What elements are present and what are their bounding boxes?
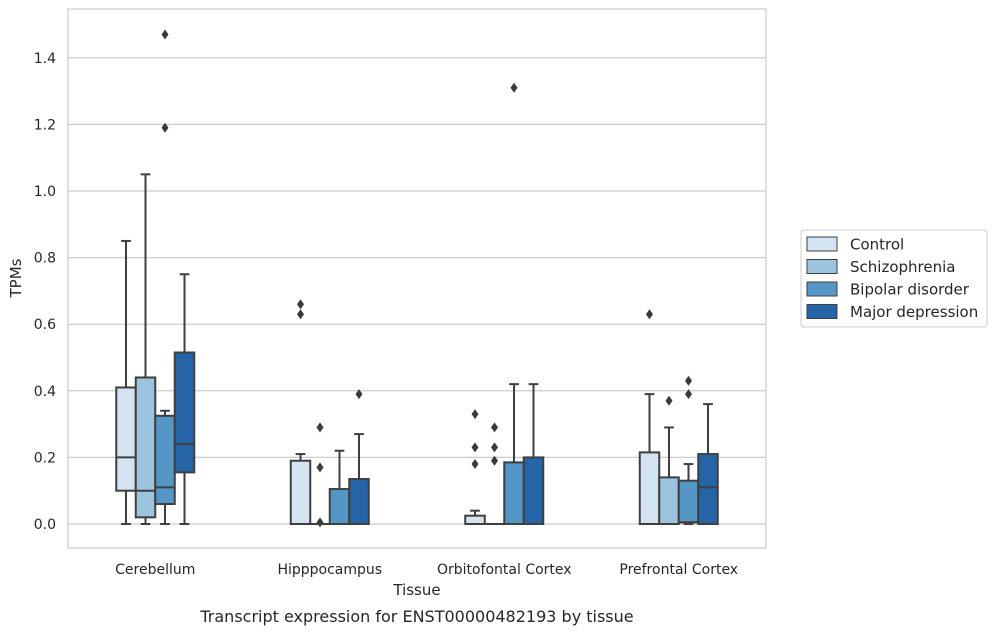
box-group	[310, 422, 330, 528]
box	[154, 414, 176, 506]
box	[328, 488, 351, 526]
x-tick-label: Hipppocampus	[277, 562, 382, 578]
outlier-point	[471, 459, 479, 470]
box	[677, 479, 700, 524]
box	[134, 376, 157, 519]
outlier-point	[471, 409, 479, 420]
outlier-point	[491, 422, 498, 433]
x-tick-label: Prefrontal Cortex	[619, 562, 738, 578]
legend-swatch	[806, 304, 838, 319]
box-group	[658, 395, 680, 526]
box-group	[289, 299, 312, 526]
box	[697, 453, 719, 526]
box	[464, 514, 486, 525]
box	[348, 478, 370, 526]
legend-label: Schizophrenia	[850, 258, 955, 276]
box	[289, 459, 312, 526]
box-group	[154, 29, 176, 525]
outlier-point	[316, 422, 324, 433]
outlier-point	[665, 395, 673, 406]
box-plots	[115, 29, 719, 528]
box-group	[464, 409, 486, 525]
y-tick-label: 1.0	[34, 184, 56, 200]
outlier-point	[510, 82, 518, 93]
box	[173, 351, 196, 474]
figure-caption: Transcript expression for ENST0000048219…	[199, 607, 633, 626]
outlier-point	[161, 122, 169, 133]
outlier-point	[297, 309, 304, 320]
x-tick-label: Cerebellum	[115, 562, 195, 578]
y-tick-label: 0.4	[34, 384, 56, 400]
outlier-point	[316, 462, 324, 473]
y-tick-label: 0.0	[34, 517, 56, 533]
outlier-point	[471, 442, 479, 453]
y-axis-label: TPMs	[7, 258, 25, 298]
box-group	[134, 173, 157, 525]
box	[658, 476, 680, 526]
outlier-point	[491, 455, 498, 466]
y-tick-label: 1.4	[34, 51, 56, 67]
legend-swatch	[806, 259, 838, 274]
outlier-point	[316, 517, 324, 528]
box-group	[115, 239, 137, 525]
y-axis-ticks: 0.0 0.2 0.4 0.6 0.8 1.0 1.2 1.4	[34, 51, 56, 533]
legend-swatch	[806, 236, 838, 252]
box-group	[522, 383, 545, 525]
y-tick-label: 0.8	[34, 251, 56, 267]
outlier-point	[685, 389, 692, 400]
legend-label: Control	[850, 236, 904, 254]
outlier-point	[685, 375, 692, 386]
x-axis-label: Tissue	[392, 581, 440, 599]
plot-frame	[67, 8, 767, 549]
legend-label: Bipolar disorder	[850, 281, 970, 299]
y-tick-label: 1.2	[34, 117, 56, 133]
y-tick-label: 0.2	[34, 450, 56, 466]
x-tick-label: Orbitofontal Cortex	[437, 562, 572, 578]
box	[115, 386, 137, 492]
box	[522, 456, 545, 525]
box-group	[484, 422, 505, 525]
box-group	[697, 403, 719, 526]
outlier-point	[491, 442, 498, 453]
box-group	[677, 375, 700, 525]
outlier-point	[161, 29, 169, 40]
outlier-point	[646, 309, 653, 320]
box	[638, 451, 661, 525]
y-tick-label: 0.6	[34, 317, 56, 333]
box-group	[348, 389, 370, 526]
legend-swatch	[806, 281, 838, 297]
legend-frame	[800, 229, 988, 328]
legend-label: Major depression	[850, 303, 978, 321]
box	[503, 461, 525, 525]
x-axis-ticks: Cerebellum Hipppocampus Orbitofontal Corte…	[115, 562, 738, 578]
legend: Control Schizophrenia Bipolar disorder Majo…	[800, 229, 988, 328]
outlier-point	[355, 389, 363, 400]
legend-items: Control Schizophrenia Bipolar disorder Majo…	[806, 236, 978, 321]
outlier-point	[297, 299, 304, 310]
box-group	[173, 273, 196, 525]
